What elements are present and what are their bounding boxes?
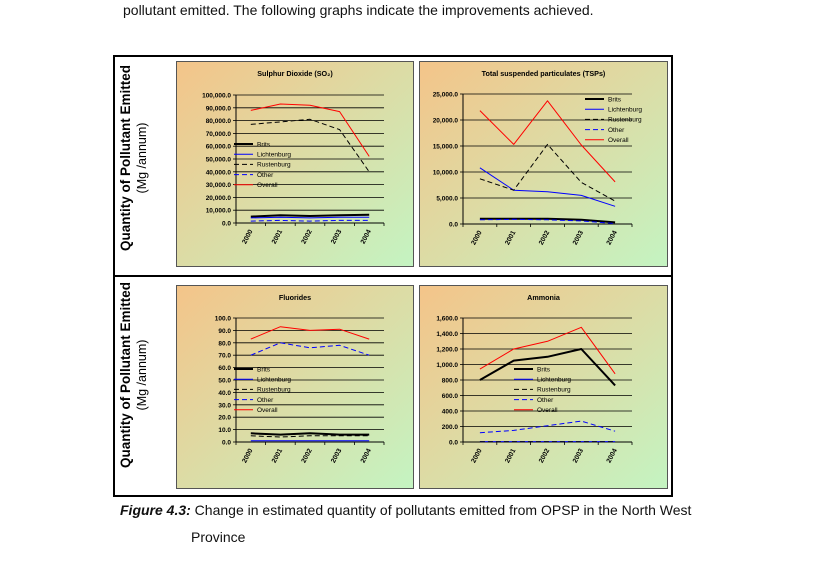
y-axis-label-bottom-line1: Quantity of Pollutant Emitted xyxy=(118,282,133,468)
legend-label: Rustenburg xyxy=(608,117,642,124)
y-tick-label: 70.0 xyxy=(218,353,231,360)
intro-text: pollutant emitted. The following graphs … xyxy=(123,2,594,18)
y-tick-label: 30.0 xyxy=(218,402,231,409)
y-tick-label: 20,000.0 xyxy=(206,195,232,202)
series-line-brits xyxy=(479,348,616,387)
series-line-rustenburg xyxy=(250,435,370,438)
y-tick-label: 1,400.0 xyxy=(436,331,458,338)
y-tick-label: 0.0 xyxy=(449,440,458,447)
legend-label: Brits xyxy=(537,366,551,373)
y-tick-label: 50.0 xyxy=(218,378,231,385)
legend-label: Overall xyxy=(257,182,278,189)
chart-title: Ammonia xyxy=(527,293,561,302)
chart-background xyxy=(419,61,668,267)
series-line-rustenburg xyxy=(479,143,616,202)
y-tick-label: 0.0 xyxy=(222,440,231,447)
series-line-lichtenburg xyxy=(479,167,616,207)
y-tick-label: 1,200.0 xyxy=(436,347,458,354)
legend-label: Overall xyxy=(257,407,278,414)
y-tick-label: 40,000.0 xyxy=(206,169,232,176)
y-tick-label: 1,600.0 xyxy=(436,316,458,323)
legend-label: Rustenburg xyxy=(257,162,291,169)
y-axis-label-top-line2: (Mg /annum) xyxy=(135,122,149,194)
y-axis-label-bottom: Quantity of Pollutant Emitted (Mg /annum… xyxy=(118,260,150,490)
y-axis-label-top: Quantity of Pollutant Emitted (Mg /annum… xyxy=(118,43,150,273)
series-line-other xyxy=(250,219,370,222)
legend-label: Brits xyxy=(257,141,271,148)
legend-label: Other xyxy=(608,127,625,134)
figure-caption-label: Figure 4.3: xyxy=(120,502,191,518)
y-tick-label: 20,000.0 xyxy=(433,118,459,125)
y-tick-label: 0.0 xyxy=(449,222,458,229)
legend-label: Overall xyxy=(608,137,629,144)
series-line-overall xyxy=(479,326,616,375)
chart-fluorides: Fluorides 0.0 10.0 20.0 30.0 40.0 50.0 60.0 70.0… xyxy=(176,285,414,489)
series-line-overall xyxy=(250,326,370,340)
chart-background xyxy=(176,61,414,267)
chart-total-suspended-particulates: Total suspended particulates (TSPs) 0.0 5,… xyxy=(419,61,668,267)
y-tick-label: 80,000.0 xyxy=(206,118,232,125)
series-line-brits xyxy=(479,217,616,224)
legend-label: Brits xyxy=(608,96,622,103)
y-tick-label: 30,000.0 xyxy=(206,182,232,189)
y-tick-label: 40.0 xyxy=(218,390,231,397)
legend-label: Lichtenburg xyxy=(257,152,291,159)
legend-label: Brits xyxy=(257,366,271,373)
y-tick-label: 100.0 xyxy=(215,316,232,323)
y-tick-label: 5,000.0 xyxy=(436,196,458,203)
series-line-other xyxy=(479,218,616,224)
chart-title: Total suspended particulates (TSPs) xyxy=(482,69,606,78)
y-tick-label: 100,000.0 xyxy=(202,93,231,100)
legend-label: Other xyxy=(537,397,554,404)
y-tick-label: 400.0 xyxy=(442,409,459,416)
chart-title: Fluorides xyxy=(279,293,311,302)
y-tick-label: 800.0 xyxy=(442,378,459,385)
series-line-overall xyxy=(479,100,616,183)
y-tick-label: 90,000.0 xyxy=(206,105,232,112)
chart-background xyxy=(176,285,414,489)
y-tick-label: 10,000.0 xyxy=(433,170,459,177)
row-divider xyxy=(113,275,673,277)
figure-caption-text: Change in estimated quantity of pollutan… xyxy=(190,502,692,518)
y-tick-label: 15,000.0 xyxy=(433,144,459,151)
y-tick-label: 70,000.0 xyxy=(206,131,232,138)
figure-caption-continued: Province xyxy=(191,529,246,545)
legend-label: Lichtenburg xyxy=(537,377,571,384)
chart-sulphur-dioxide: Sulphur Dioxide (SO₂) 0.0 10,000.0 20,000.0… xyxy=(176,61,414,267)
y-tick-label: 80.0 xyxy=(218,340,231,347)
y-axis-label-top-line1: Quantity of Pollutant Emitted xyxy=(118,65,133,251)
y-tick-label: 60,000.0 xyxy=(206,144,232,151)
legend-label: Other xyxy=(257,172,274,179)
figure-caption: Figure 4.3: Change in estimated quantity… xyxy=(120,502,691,518)
y-tick-label: 20.0 xyxy=(218,415,231,422)
chart-title: Sulphur Dioxide (SO₂) xyxy=(257,69,333,78)
chart-ammonia: Ammonia 0.0 200.0 400.0 600.0 800.0 1,000.0 1,2… xyxy=(419,285,668,489)
legend-label: Lichtenburg xyxy=(608,107,642,114)
y-tick-label: 10,000.0 xyxy=(206,208,232,215)
y-tick-label: 600.0 xyxy=(442,393,459,400)
y-tick-label: 60.0 xyxy=(218,365,231,372)
series-line-rustenburg xyxy=(250,118,370,173)
y-tick-label: 25,000.0 xyxy=(433,92,459,99)
chart-background xyxy=(419,285,668,489)
series-line-other xyxy=(479,420,616,434)
series-line-brits xyxy=(250,213,370,218)
series-line-lichtenburg xyxy=(250,216,370,219)
legend-label: Lichtenburg xyxy=(257,377,291,384)
y-tick-label: 10.0 xyxy=(218,427,231,434)
y-tick-label: 0.0 xyxy=(222,221,231,228)
y-axis-label-bottom-line2: (Mg /annum) xyxy=(135,339,149,411)
legend-label: Rustenburg xyxy=(537,387,571,394)
legend-label: Overall xyxy=(537,407,558,414)
y-tick-label: 90.0 xyxy=(218,328,231,335)
series-line-brits xyxy=(250,432,370,436)
legend-label: Other xyxy=(257,397,274,404)
legend-label: Rustenburg xyxy=(257,387,291,394)
y-tick-label: 1,000.0 xyxy=(436,362,458,369)
y-tick-label: 50,000.0 xyxy=(206,157,232,164)
series-line-overall xyxy=(250,103,370,157)
y-tick-label: 200.0 xyxy=(442,424,459,431)
